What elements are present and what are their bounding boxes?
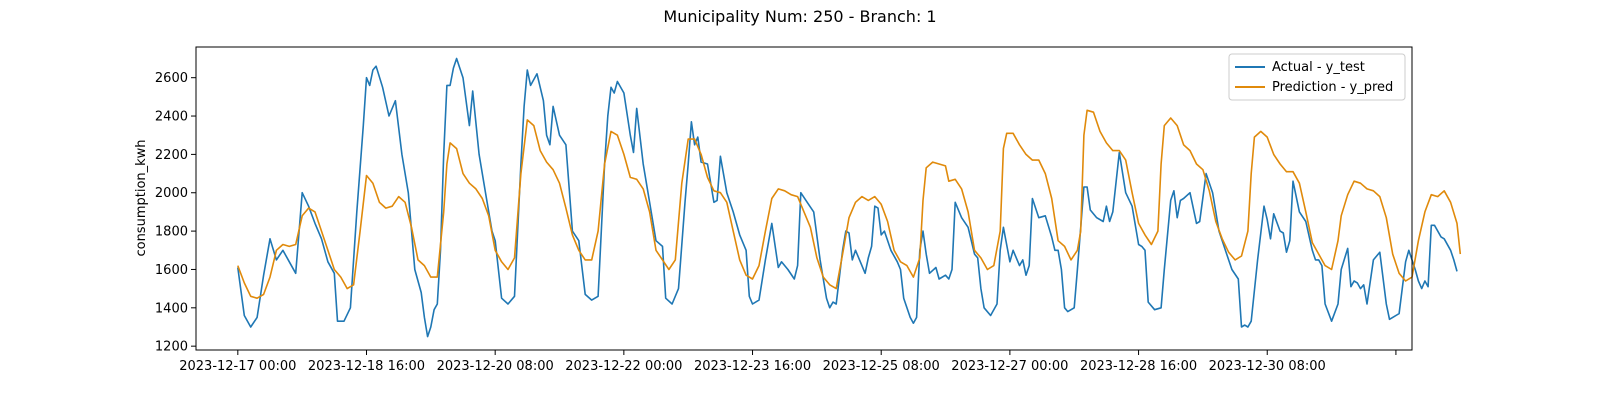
series-prediction-line <box>237 109 1462 300</box>
x-tick-label: 2023-12-30 08:00 <box>1209 359 1326 374</box>
y-tick-label: 2000 <box>155 186 188 201</box>
x-tick-label: 2023-12-20 08:00 <box>437 359 554 374</box>
y-tick-label: 1600 <box>155 263 188 278</box>
x-tick-label: 2023-12-28 16:00 <box>1080 359 1197 374</box>
y-tick-label: 1400 <box>155 301 188 316</box>
chart-title: Municipality Num: 250 - Branch: 1 <box>663 7 936 26</box>
y-tick-label: 1800 <box>155 225 188 240</box>
y-tick-label: 1200 <box>155 340 188 355</box>
legend-label-actual: Actual - y_test <box>1272 60 1365 75</box>
series-actual-line <box>237 57 1458 338</box>
plot-area: 1200 1400 1600 1800 2000 2200 2400 2600 2023-12… <box>155 46 1462 374</box>
plot-frame <box>195 46 1413 351</box>
y-axis: 1200 1400 1600 1800 2000 2200 2400 2600 <box>155 71 196 355</box>
x-tick-label: 2023-12-18 16:00 <box>308 359 425 374</box>
x-tick-label: 2023-12-22 00:00 <box>565 359 682 374</box>
x-tick-label: 2023-12-25 08:00 <box>823 359 940 374</box>
y-axis-label: consumption_kwh <box>134 139 149 256</box>
x-tick-label: 2023-12-27 00:00 <box>951 359 1068 374</box>
legend-box <box>1228 53 1406 101</box>
x-tick-label: 2023-12-17 00:00 <box>179 359 296 374</box>
x-axis: 2023-12-17 00:00 2023-12-18 16:00 2023-12-… <box>179 350 1397 374</box>
y-tick-label: 2400 <box>155 110 188 125</box>
y-tick-label: 2200 <box>155 148 188 163</box>
legend-label-prediction: Prediction - y_pred <box>1272 80 1393 95</box>
series-layer <box>237 57 1462 338</box>
x-tick-label: 2023-12-23 16:00 <box>694 359 811 374</box>
legend: Actual - y_test Prediction - y_pred <box>1228 53 1406 101</box>
y-tick-label: 2600 <box>155 71 188 86</box>
